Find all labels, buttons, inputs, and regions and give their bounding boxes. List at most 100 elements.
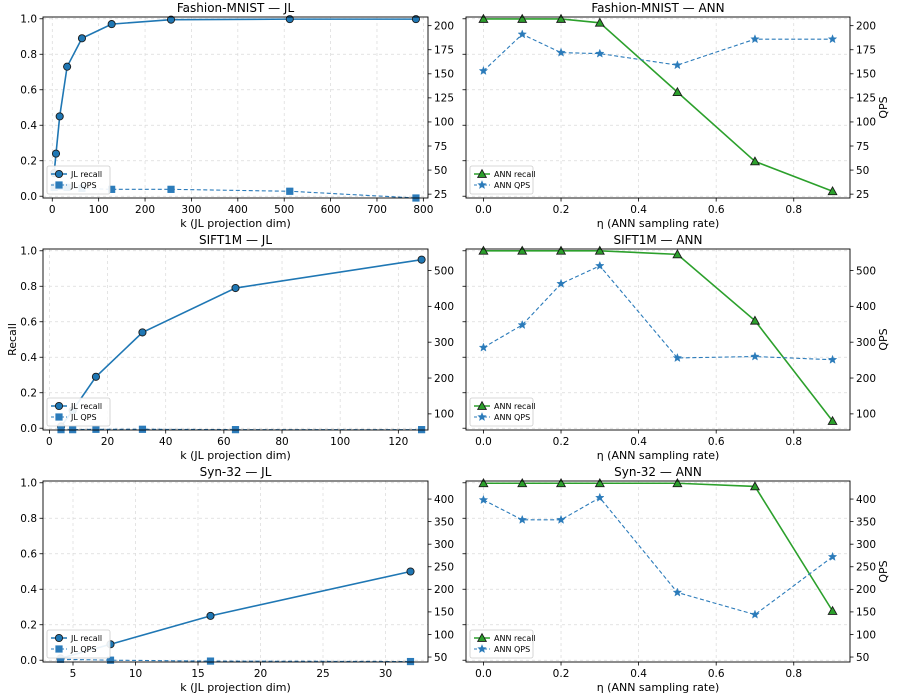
y-tick-label: 0.8 <box>20 281 37 293</box>
data-point <box>139 329 146 336</box>
y2-tick-label: 200 <box>856 20 876 32</box>
y2-tick-label: 300 <box>856 539 876 551</box>
legend-label: ANN QPS <box>494 645 530 654</box>
legend-marker <box>55 170 62 177</box>
y2-tick-label: 100 <box>434 409 454 421</box>
x-tick-label: 60 <box>217 436 230 448</box>
x-tick-label: 25 <box>316 668 329 680</box>
x-tick-label: 0.4 <box>630 436 647 448</box>
y2-tick-label: 150 <box>856 607 876 619</box>
x-tick-label: 500 <box>274 204 294 216</box>
y2-tick-label: 50 <box>856 165 869 177</box>
y2-tick-label: 100 <box>434 629 454 641</box>
x-tick-label: 100 <box>330 436 350 448</box>
legend-label: ANN QPS <box>494 413 530 422</box>
x-axis-label: k (JL projection dim) <box>180 217 291 230</box>
x-tick-label: 120 <box>388 436 408 448</box>
y2-tick-label: 350 <box>434 516 454 528</box>
y2-tick-label: 150 <box>856 69 876 81</box>
data-point <box>596 49 604 57</box>
y-tick-label: 0.4 <box>20 584 37 596</box>
series-line-ann-qps <box>483 498 832 615</box>
legend-label: JL QPS <box>70 413 97 422</box>
data-point <box>139 426 146 433</box>
y2-tick-label: 500 <box>856 265 876 277</box>
data-point <box>207 658 214 665</box>
chart-title: Fashion-MNIST — JL <box>177 1 295 15</box>
x-tick-label: 0.8 <box>785 436 802 448</box>
x-axis-label: k (JL projection dim) <box>180 449 291 462</box>
y-tick-label: 0.6 <box>20 549 37 561</box>
series-line-ann-qps <box>483 34 832 71</box>
y2-axis-label: QPS <box>877 328 890 350</box>
x-tick-label: 200 <box>135 204 155 216</box>
y2-axis-label: QPS <box>877 560 890 582</box>
y2-tick-label: 150 <box>434 607 454 619</box>
data-point <box>407 658 414 665</box>
data-point <box>286 188 293 195</box>
data-point <box>56 113 63 120</box>
data-point <box>92 373 99 380</box>
y2-tick-label: 400 <box>434 301 454 313</box>
legend-marker <box>55 402 62 409</box>
y2-tick-label: 100 <box>856 629 876 641</box>
y-tick-label: 0.8 <box>20 513 37 525</box>
y2-tick-label: 300 <box>856 337 876 349</box>
data-point <box>64 63 71 70</box>
x-tick-label: 5 <box>70 668 77 680</box>
legend-label: JL QPS <box>70 181 97 190</box>
x-tick-label: 0.8 <box>785 204 802 216</box>
y2-tick-label: 50 <box>434 652 447 664</box>
y-tick-label: 0.2 <box>20 388 37 400</box>
series-line-ann-recall <box>483 251 832 421</box>
data-point <box>751 35 759 43</box>
x-tick-label: 40 <box>159 436 172 448</box>
y-axis-label: Recall <box>6 323 19 356</box>
data-point <box>207 612 214 619</box>
y2-tick-label: 300 <box>434 539 454 551</box>
y2-tick-label: 25 <box>434 189 447 201</box>
y2-tick-label: 350 <box>856 516 876 528</box>
legend-label: ANN QPS <box>494 181 530 190</box>
x-tick-label: 800 <box>413 204 433 216</box>
x-tick-label: 0.6 <box>708 436 725 448</box>
series-line-jl-recall <box>54 19 416 173</box>
x-tick-label: 100 <box>89 204 109 216</box>
data-point <box>479 343 487 351</box>
legend-label: JL QPS <box>70 645 97 654</box>
legend-marker <box>56 182 63 189</box>
x-tick-label: 20 <box>101 436 114 448</box>
y2-tick-label: 50 <box>434 165 447 177</box>
y2-tick-label: 75 <box>434 141 447 153</box>
x-tick-label: 0.8 <box>785 668 802 680</box>
y-tick-label: 0.0 <box>20 191 37 203</box>
x-tick-label: 0 <box>46 436 53 448</box>
data-point <box>479 496 487 504</box>
legend-marker <box>55 634 62 641</box>
data-point <box>52 150 59 157</box>
y-tick-label: 1.0 <box>20 478 37 490</box>
y-tick-label: 0.4 <box>20 352 37 364</box>
y2-tick-label: 400 <box>434 494 454 506</box>
y-tick-label: 0.8 <box>20 49 37 61</box>
y2-axis-label: QPS <box>877 96 890 118</box>
x-tick-label: 0 <box>49 204 56 216</box>
y2-tick-label: 75 <box>856 141 869 153</box>
data-point <box>673 588 681 596</box>
y2-tick-label: 200 <box>434 373 454 385</box>
y-tick-label: 0.0 <box>20 655 37 667</box>
legend-marker <box>56 414 63 421</box>
y2-tick-label: 300 <box>434 337 454 349</box>
y2-tick-label: 25 <box>856 189 869 201</box>
data-point <box>828 607 837 615</box>
x-tick-label: 700 <box>367 204 387 216</box>
y-tick-label: 1.0 <box>20 14 37 26</box>
